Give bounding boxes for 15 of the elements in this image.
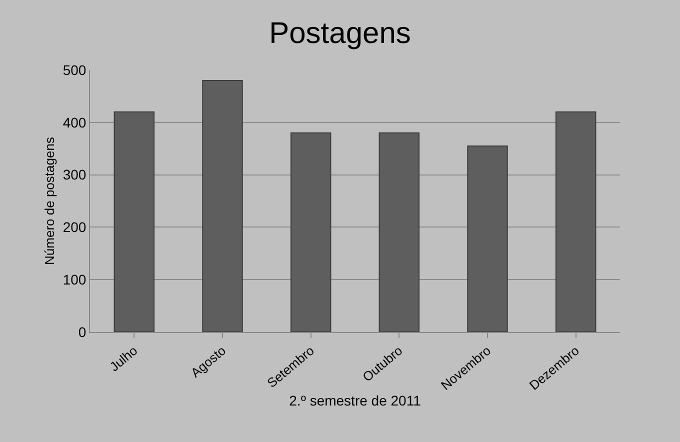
y-axis-title: Número de postagens [42,136,57,265]
bar [290,132,332,332]
y-tick-label: 500 [62,62,86,78]
y-tick-label: 300 [62,166,86,183]
bar [467,145,508,332]
x-axis-title: 2.º semestre de 2011 [289,392,422,409]
y-tick-label: 100 [62,272,86,288]
bar [378,132,420,332]
y-tick-label: 200 [62,219,86,236]
y-tick-label: 0 [78,324,86,340]
chart-title: Postagens [269,17,411,50]
bar [202,80,243,332]
y-tick-label: 400 [62,114,86,130]
bar [555,111,596,332]
bar [114,111,155,332]
